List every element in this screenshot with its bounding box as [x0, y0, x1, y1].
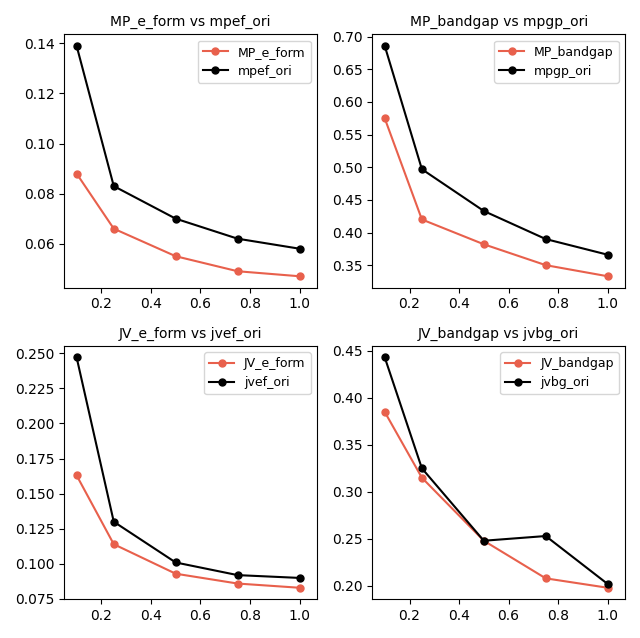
JV_e_form [73, 471, 81, 479]
Title: JV_bandgap vs jvbg_ori: JV_bandgap vs jvbg_ori [418, 327, 579, 341]
MP_e_form [73, 170, 81, 177]
Title: MP_bandgap vs mpgp_ori: MP_bandgap vs mpgp_ori [410, 15, 588, 29]
MP_e_form [234, 267, 241, 275]
JV_bandgap [604, 584, 611, 591]
MP_bandgap [480, 241, 488, 248]
JV_e_form [110, 540, 118, 548]
mpef_ori [234, 235, 241, 242]
MP_bandgap [542, 262, 550, 269]
jvef_ori [234, 571, 241, 579]
Line: MP_e_form: MP_e_form [73, 170, 303, 279]
Title: JV_e_form vs jvef_ori: JV_e_form vs jvef_ori [119, 327, 262, 341]
mpef_ori [172, 215, 180, 223]
mpef_ori [296, 245, 303, 253]
mpgp_ori [381, 42, 388, 50]
MP_e_form [172, 253, 180, 260]
JV_bandgap [381, 408, 388, 416]
Legend: MP_bandgap, mpgp_ori: MP_bandgap, mpgp_ori [494, 41, 619, 83]
jvbg_ori [604, 580, 611, 588]
Legend: JV_bandgap, jvbg_ori: JV_bandgap, jvbg_ori [500, 352, 619, 394]
JV_bandgap [542, 575, 550, 582]
MP_e_form [296, 272, 303, 280]
Line: mpgp_ori: mpgp_ori [381, 42, 611, 258]
MP_bandgap [418, 216, 426, 223]
mpef_ori [73, 42, 81, 50]
mpgp_ori [480, 207, 488, 215]
jvef_ori [296, 574, 303, 582]
Line: MP_bandgap: MP_bandgap [381, 115, 611, 279]
jvef_ori [110, 518, 118, 526]
JV_bandgap [480, 537, 488, 545]
jvbg_ori [418, 464, 426, 472]
mpgp_ori [418, 165, 426, 173]
mpef_ori [110, 182, 118, 190]
MP_bandgap [604, 272, 611, 280]
JV_e_form [172, 570, 180, 577]
Line: jvbg_ori: jvbg_ori [381, 354, 611, 588]
MP_bandgap [381, 114, 388, 122]
JV_e_form [296, 584, 303, 591]
Title: MP_e_form vs mpef_ori: MP_e_form vs mpef_ori [110, 15, 271, 29]
mpgp_ori [542, 235, 550, 243]
jvbg_ori [542, 532, 550, 540]
jvef_ori [172, 559, 180, 567]
jvbg_ori [381, 353, 388, 361]
Line: mpef_ori: mpef_ori [73, 42, 303, 252]
MP_e_form [110, 225, 118, 232]
Line: jvef_ori: jvef_ori [73, 354, 303, 581]
jvbg_ori [480, 537, 488, 545]
mpgp_ori [604, 251, 611, 258]
jvef_ori [73, 353, 81, 361]
JV_bandgap [418, 474, 426, 482]
JV_e_form [234, 580, 241, 588]
Line: JV_bandgap: JV_bandgap [381, 408, 611, 591]
Line: JV_e_form: JV_e_form [73, 472, 303, 591]
Legend: JV_e_form, jvef_ori: JV_e_form, jvef_ori [204, 352, 310, 394]
Legend: MP_e_form, mpef_ori: MP_e_form, mpef_ori [198, 41, 310, 83]
